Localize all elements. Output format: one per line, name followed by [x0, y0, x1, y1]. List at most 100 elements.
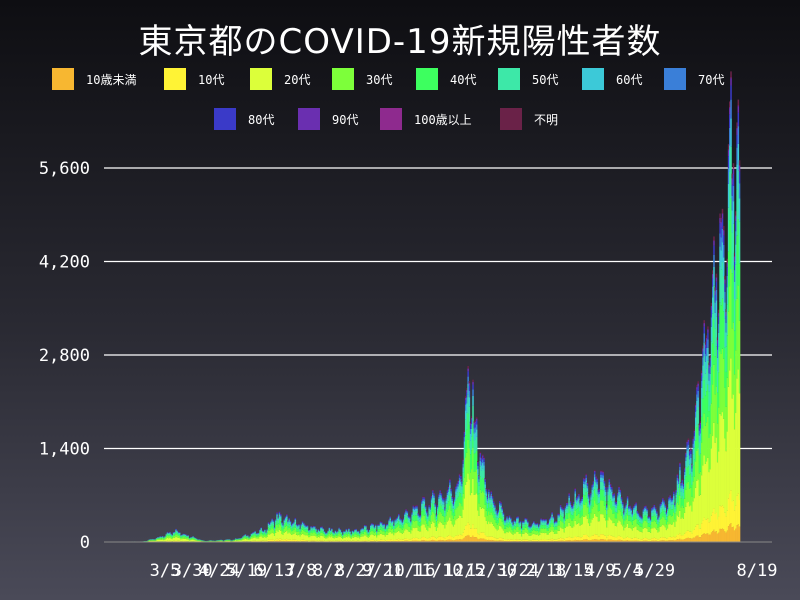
bar-segment [520, 528, 523, 529]
bar-segment [614, 501, 617, 503]
bar-segment [528, 526, 530, 528]
bar-segment [542, 519, 545, 521]
bar-segment [338, 540, 340, 542]
bar-segment [385, 524, 388, 526]
bar-segment [596, 504, 598, 517]
bar-segment [165, 534, 168, 535]
bar-segment [365, 529, 367, 533]
bar-segment [176, 537, 179, 541]
bar-segment [363, 525, 366, 527]
bar-segment [609, 492, 612, 500]
bar-segment [478, 503, 480, 516]
bar-segment [632, 538, 635, 541]
bar-segment [592, 480, 595, 482]
bar-segment [604, 520, 607, 536]
bar-segment [384, 540, 387, 542]
bar-segment [659, 505, 662, 508]
bar-segment [264, 529, 266, 531]
bar-segment [405, 509, 407, 511]
legend-label: 80代 [248, 112, 275, 127]
bar-segment [516, 540, 518, 542]
bar-segment [525, 519, 528, 521]
bar-segment [193, 537, 196, 539]
bar-segment [422, 500, 424, 504]
bar-segment [423, 496, 426, 498]
bar-segment [390, 533, 393, 540]
bar-segment [402, 524, 405, 529]
bar-segment [440, 493, 443, 494]
bar-segment [376, 537, 378, 541]
bar-segment [175, 529, 177, 530]
bar-segment [525, 520, 528, 522]
bar-segment [578, 540, 580, 542]
bar-segment [502, 512, 505, 514]
bar-segment [365, 532, 367, 536]
bar-segment [634, 507, 636, 510]
bar-segment [406, 540, 409, 542]
bar-segment [656, 515, 658, 520]
bar-segment [590, 522, 592, 537]
bar-segment [453, 540, 456, 542]
bar-segment [618, 491, 620, 496]
bar-segment [653, 520, 656, 528]
bar-segment [261, 533, 264, 536]
bar-segment [362, 530, 365, 532]
bar-segment [561, 528, 563, 539]
bar-segment [445, 501, 447, 504]
bar-segment [275, 539, 277, 542]
bar-segment [275, 528, 277, 533]
bar-segment [505, 539, 507, 542]
bar-segment [351, 535, 354, 538]
bar-segment [165, 536, 168, 539]
bar-segment [462, 467, 465, 473]
bar-segment [174, 537, 176, 541]
bar-segment [408, 516, 411, 518]
bar-segment [245, 539, 248, 542]
bar-segment [281, 522, 283, 523]
bar-segment [573, 501, 575, 503]
bar-segment [359, 535, 361, 537]
bar-segment [396, 531, 399, 540]
bar-segment [462, 481, 465, 494]
bar-segment [399, 521, 401, 525]
bar-segment [468, 524, 471, 536]
bar-segment [254, 540, 256, 542]
bar-segment [456, 486, 458, 489]
bar-segment [540, 521, 542, 525]
bar-segment [537, 526, 540, 528]
bar-segment [367, 537, 370, 541]
bar-segment [658, 526, 660, 532]
legend-swatch [380, 108, 402, 130]
bar-segment [326, 534, 328, 537]
bar-segment [457, 496, 460, 507]
legend-label: 90代 [332, 112, 359, 127]
bar-segment [654, 509, 657, 511]
bar-segment [153, 540, 155, 541]
bar-segment [540, 528, 542, 533]
bar-segment [450, 491, 452, 494]
bar-segment [278, 524, 281, 530]
bar-segment [389, 520, 392, 524]
bar-segment [178, 532, 181, 534]
bar-segment [413, 515, 416, 522]
bar-segment [606, 506, 608, 508]
bar-segment [419, 540, 422, 542]
bar-segment [603, 489, 606, 497]
bar-segment [351, 540, 354, 542]
bar-segment [558, 516, 561, 518]
bar-segment [236, 540, 238, 542]
bar-segment [181, 537, 183, 540]
bar-segment [670, 524, 673, 538]
bar-segment [310, 532, 312, 536]
bar-segment [312, 535, 315, 541]
bar-segment [604, 491, 607, 496]
bar-segment [578, 513, 580, 524]
bar-segment [600, 514, 602, 535]
bar-segment [304, 540, 306, 542]
bar-segment [388, 522, 390, 526]
bar-segment [316, 535, 318, 538]
bar-segment [167, 540, 170, 542]
bar-segment [453, 504, 456, 510]
bar-segment [511, 521, 513, 523]
bar-segment [503, 539, 506, 542]
